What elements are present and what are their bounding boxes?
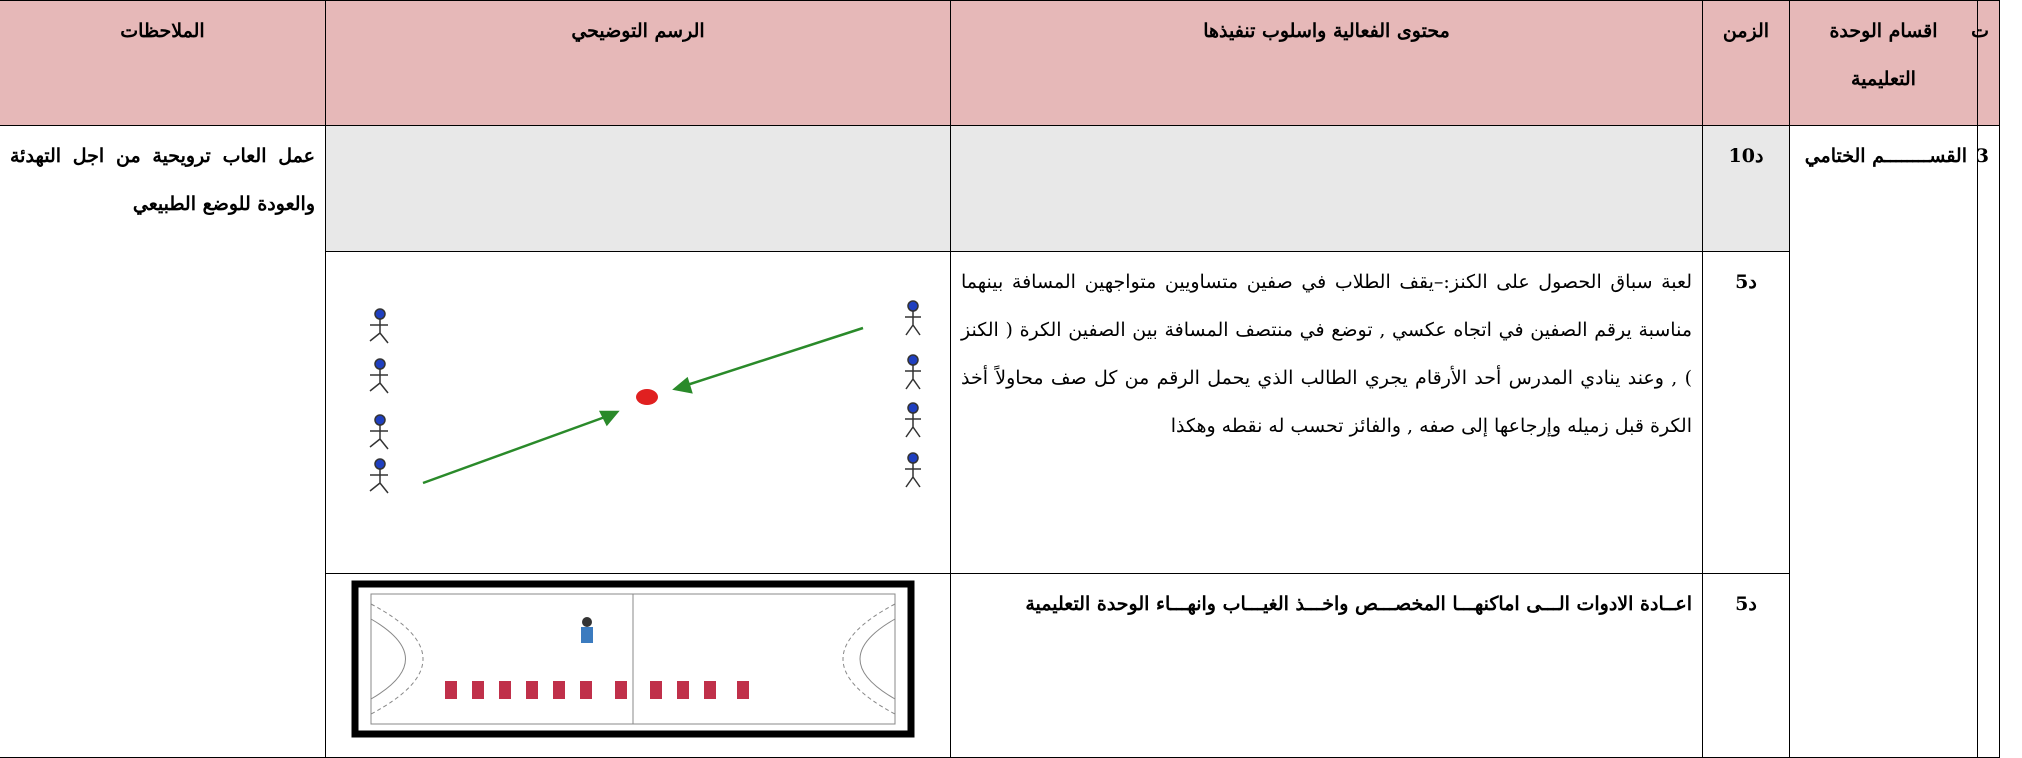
ball bbox=[636, 389, 658, 405]
header: ت bbox=[1971, 0, 2000, 126]
content: اعــادة الادوات الـــى اماكنهـــا المخصـ… bbox=[950, 573, 1703, 758]
section-number: 3 bbox=[1976, 125, 2000, 758]
player bbox=[905, 354, 921, 390]
row: د5 لعبة سباق الحصول على الكنز:–يقف الطلا… bbox=[0, 251, 2000, 574]
player bbox=[369, 308, 389, 344]
notes: عمل العاب ترويحية من اجل التهدئة والعودة… bbox=[0, 125, 326, 758]
player bbox=[369, 414, 389, 450]
game-diagram bbox=[369, 300, 921, 494]
court-diagram bbox=[351, 580, 915, 738]
player bbox=[905, 402, 921, 438]
header: الملاحظات bbox=[0, 0, 326, 126]
drawing bbox=[325, 125, 951, 252]
header: محتوى الفعالية واسلوب تنفيذها bbox=[950, 0, 1703, 126]
player bbox=[369, 358, 389, 394]
time: د5 bbox=[1702, 573, 1790, 758]
players bbox=[369, 300, 921, 494]
row: 3 القســــــــم الختامي د10 عمل العاب تر… bbox=[0, 125, 2000, 758]
drawing bbox=[325, 573, 951, 758]
section-name: القســــــــم الختامي bbox=[1789, 125, 1978, 758]
time: د10 bbox=[1702, 125, 1790, 252]
player bbox=[905, 452, 921, 488]
time: د5 bbox=[1702, 251, 1790, 574]
court-lines bbox=[370, 593, 896, 725]
content bbox=[950, 125, 1703, 252]
player bbox=[369, 458, 389, 494]
player bbox=[905, 300, 921, 336]
drawing bbox=[325, 251, 951, 574]
students bbox=[445, 681, 749, 699]
arrows bbox=[422, 326, 864, 485]
row: د5 اعــادة الادوات الـــى اماكنهـــا الم… bbox=[0, 573, 2000, 758]
header: الرسم التوضيحي bbox=[325, 0, 951, 126]
header: اقسام الوحدة التعليمية bbox=[1789, 0, 1978, 126]
header: الزمن bbox=[1702, 0, 1790, 126]
header-row: ت اقسام الوحدة التعليمية الزمن محتوى الف… bbox=[0, 0, 2000, 126]
teacher bbox=[581, 617, 593, 643]
content: لعبة سباق الحصول على الكنز:–يقف الطلاب ف… bbox=[950, 251, 1703, 574]
